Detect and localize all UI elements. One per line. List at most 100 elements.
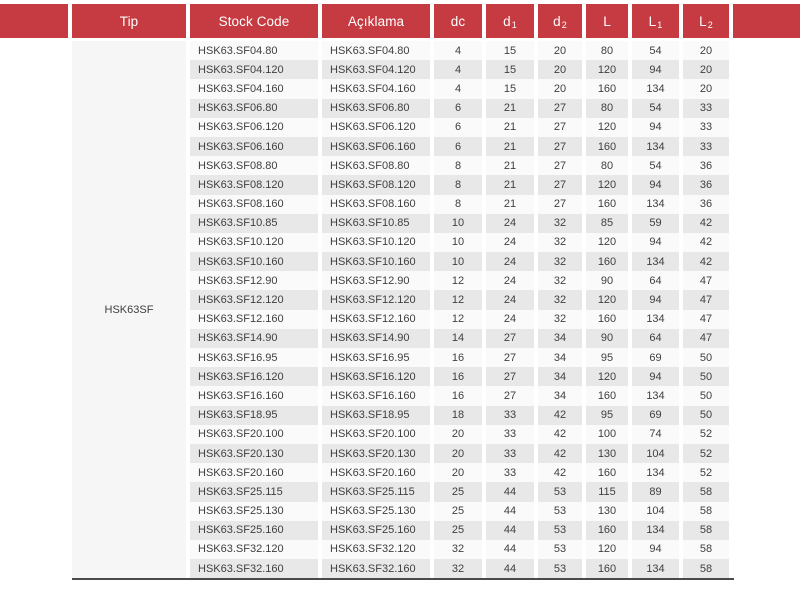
table-cell: 134 [632, 252, 679, 272]
table-cell: 34 [538, 348, 582, 368]
table-cell: 47 [683, 328, 729, 348]
table-cell: HSK63.SF06.120 [190, 117, 318, 137]
header-subscript: 2 [561, 20, 567, 30]
table-cell: 120 [586, 539, 628, 560]
table-cell: HSK63.SF08.80 [322, 156, 430, 176]
table-cell: 24 [486, 309, 534, 329]
table-cell: 58 [683, 482, 729, 502]
table-cell: 20 [683, 79, 729, 99]
table-cell: HSK63.SF04.80 [322, 41, 430, 61]
table-cell: 27 [538, 117, 582, 137]
table-cell: 134 [632, 79, 679, 99]
table-cell: 134 [632, 559, 679, 579]
table-cell: 27 [486, 348, 534, 368]
table-cell: HSK63.SF20.130 [190, 443, 318, 464]
table-cell: 160 [586, 520, 628, 540]
table-cell: 34 [538, 328, 582, 348]
table-cell: 32 [538, 232, 582, 253]
table-cell: 4 [434, 60, 482, 80]
table-cell: HSK63.SF10.160 [190, 252, 318, 272]
table-cell: 32 [538, 252, 582, 272]
table-cell: HSK63.SF04.120 [190, 60, 318, 80]
table-cell: HSK63.SF14.90 [190, 328, 318, 348]
table-cell: 58 [683, 539, 729, 560]
table-bottom-border [72, 578, 734, 581]
table-cell: HSK63.SF06.160 [190, 136, 318, 157]
table-cell: 120 [586, 60, 628, 80]
table-cell: 52 [683, 424, 729, 444]
table-cell: 42 [683, 232, 729, 253]
header-spacer-left [0, 4, 68, 38]
table-cell: HSK63.SF16.95 [190, 348, 318, 368]
table-cell: 44 [486, 559, 534, 579]
table-cell: 15 [486, 41, 534, 61]
table-cell: 18 [434, 405, 482, 425]
table-cell: 94 [632, 117, 679, 137]
table-cell: 44 [486, 482, 534, 502]
table-cell: 25 [434, 520, 482, 540]
table-cell: 21 [486, 117, 534, 137]
table-cell: 47 [683, 271, 729, 291]
table-cell: HSK63.SF20.160 [322, 463, 430, 483]
table-cell: HSK63.SF25.115 [190, 482, 318, 502]
table-cell: 8 [434, 156, 482, 176]
table-cell: HSK63.SF04.120 [322, 60, 430, 80]
table-cell: 21 [486, 136, 534, 157]
table-cell: 64 [632, 271, 679, 291]
table-cell: 27 [486, 367, 534, 387]
table-cell: 27 [538, 136, 582, 157]
table-cell: 32 [538, 290, 582, 310]
table-cell: 42 [538, 443, 582, 464]
header-cell-tip: Tip [72, 4, 186, 38]
table-cell: HSK63.SF25.130 [190, 501, 318, 521]
table-cell: 10 [434, 232, 482, 253]
table-cell: HSK63.SF04.80 [190, 41, 318, 61]
table-cell: HSK63.SF08.120 [190, 175, 318, 195]
table-cell: HSK63.SF32.160 [322, 559, 430, 579]
table-cell: 6 [434, 117, 482, 137]
header-cell-dc: dc [434, 4, 482, 38]
table-cell: HSK63.SF08.160 [322, 194, 430, 214]
table-cell: 59 [632, 213, 679, 233]
table-cell: HSK63.SF16.160 [190, 386, 318, 406]
table-cell: HSK63.SF06.80 [322, 98, 430, 118]
table-cell: HSK63.SF12.90 [190, 271, 318, 291]
table-cell: 27 [538, 156, 582, 176]
table-cell: 6 [434, 136, 482, 157]
table-cell: 32 [434, 539, 482, 560]
header-label: Tip [119, 13, 139, 29]
table-cell: HSK63.SF10.85 [322, 213, 430, 233]
table-cell: 85 [586, 213, 628, 233]
table-cell: 33 [683, 136, 729, 157]
table-cell: 32 [434, 559, 482, 579]
table-cell: HSK63.SF06.120 [322, 117, 430, 137]
table-cell: 134 [632, 520, 679, 540]
table-cell: 42 [538, 463, 582, 483]
table-cell: 94 [632, 539, 679, 560]
table-cell: 33 [486, 463, 534, 483]
table-cell: 47 [683, 290, 729, 310]
table-cell: 54 [632, 98, 679, 118]
table-cell: 130 [586, 443, 628, 464]
table-cell: HSK63.SF16.160 [322, 386, 430, 406]
table-cell: 15 [486, 79, 534, 99]
table-cell: 120 [586, 117, 628, 137]
table-cell: 160 [586, 252, 628, 272]
table-cell: 134 [632, 194, 679, 214]
table-cell: 58 [683, 501, 729, 521]
table-cell: HSK63.SF25.115 [322, 482, 430, 502]
table-cell: 24 [486, 271, 534, 291]
table-cell: 50 [683, 348, 729, 368]
table-cell: 74 [632, 424, 679, 444]
table-cell: 134 [632, 463, 679, 483]
table-cell: 160 [586, 194, 628, 214]
table-cell: 54 [632, 156, 679, 176]
table-cell: 47 [683, 309, 729, 329]
table-cell: 104 [632, 443, 679, 464]
table-cell: 94 [632, 290, 679, 310]
table-cell: HSK63.SF12.120 [322, 290, 430, 310]
